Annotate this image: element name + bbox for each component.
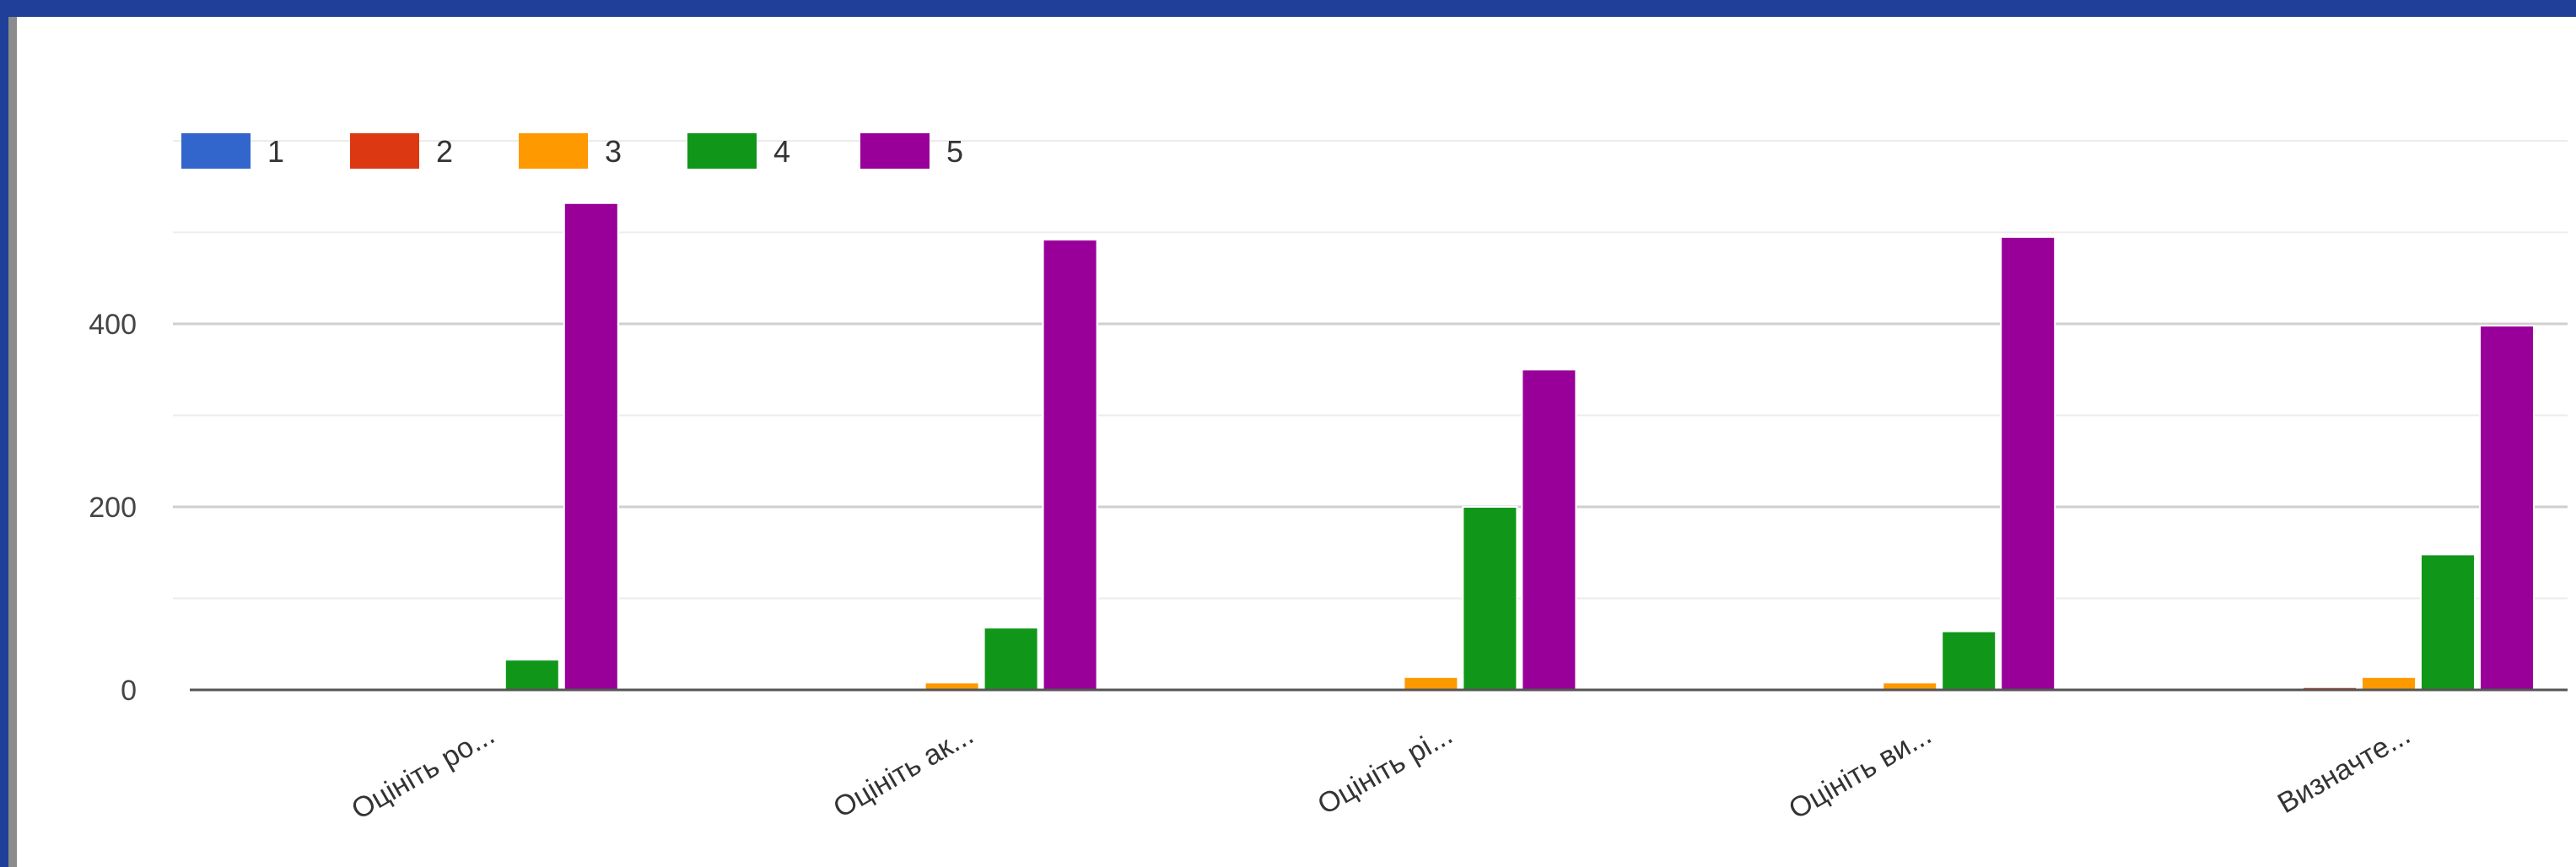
y-tick-label: 0	[121, 675, 137, 707]
x-tick-label: Оцініть ро...	[346, 719, 499, 826]
bar-4-3[interactable]	[1462, 506, 1518, 691]
legend-item-3[interactable]: 3	[519, 133, 622, 169]
legend-item-5[interactable]: 5	[860, 133, 963, 169]
x-tick-label: Оцініть ви...	[1783, 719, 1937, 826]
legend-label: 2	[436, 134, 453, 169]
bar-4-5[interactable]	[2420, 553, 2476, 691]
legend-item-4[interactable]: 4	[687, 133, 790, 169]
bar-4-4[interactable]	[1941, 630, 1997, 691]
legend: 1 2 3 4 5	[181, 133, 963, 169]
x-tick-label: Оцініть ак...	[828, 719, 979, 824]
bars	[504, 202, 2535, 692]
legend-swatch	[350, 133, 419, 169]
bar-5-3[interactable]	[1521, 369, 1577, 691]
bar-5-1[interactable]	[563, 202, 619, 691]
bar-5-2[interactable]	[1042, 239, 1098, 691]
legend-label: 1	[267, 134, 284, 169]
legend-item-2[interactable]: 2	[350, 133, 453, 169]
bar-3-3[interactable]	[1403, 676, 1459, 691]
x-axis: Оцініть ро... Оцініть ак... Оцініть рі... О…	[190, 688, 2568, 826]
bar-5-4[interactable]	[2000, 235, 2056, 691]
legend-swatch	[860, 133, 930, 169]
bar-4-2[interactable]	[983, 627, 1039, 691]
legend-label: 5	[946, 134, 963, 169]
legend-swatch	[181, 133, 251, 169]
x-tick-label: Оцініть рі...	[1312, 719, 1458, 821]
bar-3-5[interactable]	[2361, 676, 2417, 691]
legend-swatch	[687, 133, 757, 169]
legend-swatch	[519, 133, 588, 169]
legend-label: 3	[605, 134, 622, 169]
legend-label: 4	[773, 134, 790, 169]
legend-item-1[interactable]: 1	[181, 133, 284, 169]
x-tick-label: Визначте...	[2272, 719, 2416, 820]
y-axis: 0 200 400	[89, 309, 137, 707]
bar-5-5[interactable]	[2479, 325, 2535, 691]
chart-panel: 0 200 400 Оцініть ро... Оцініть ак... Оцініт…	[8, 17, 2576, 867]
y-tick-label: 200	[89, 492, 137, 524]
y-tick-label: 400	[89, 309, 137, 341]
gridlines	[173, 140, 2568, 600]
bar-4-1[interactable]	[504, 659, 560, 692]
